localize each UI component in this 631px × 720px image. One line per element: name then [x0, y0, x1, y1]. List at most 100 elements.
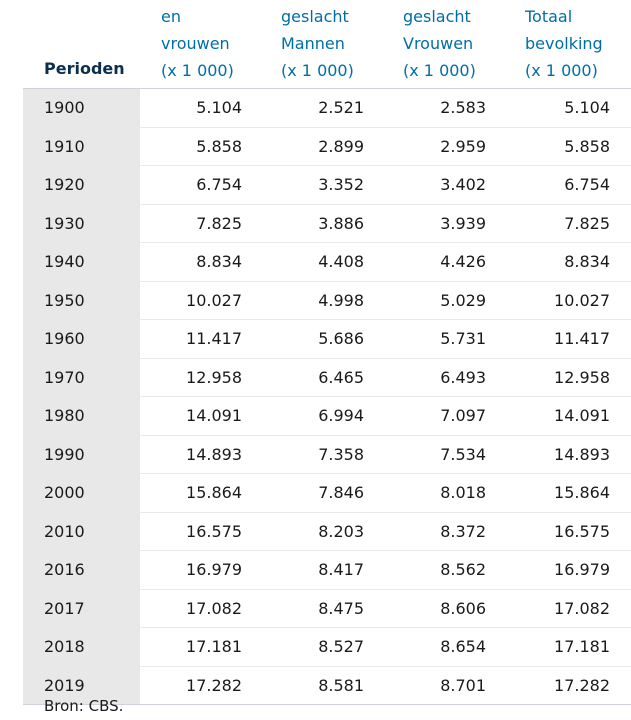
cell-value: 8.562 [440, 560, 486, 580]
header-line: bevolking [525, 34, 603, 53]
table-row: 2017 17.082 8.475 8.606 17.082 [23, 589, 631, 628]
cell-mannen-en-vrouwen: 5.858 [140, 127, 260, 166]
cell-value: 14.893 [186, 444, 242, 464]
table-row: 1940 8.834 4.408 4.426 8.834 [23, 242, 631, 282]
cell-value: 8.701 [440, 675, 486, 695]
cell-vrouwen: 8.018 [382, 473, 504, 513]
source-note: Bron: CBS. [44, 697, 124, 715]
cell-mannen: 6.994 [260, 396, 382, 436]
cell-totaal: 5.858 [504, 127, 631, 166]
cell-value: 17.181 [186, 637, 242, 657]
cell-vrouwen: 5.029 [382, 281, 504, 320]
cell-mannen: 2.521 [260, 88, 382, 128]
header-totaal-bevolking[interactable]: Totaal bevolking (x 1 000) [504, 0, 631, 89]
header-line: Totaal [525, 7, 573, 26]
cell-mannen: 8.527 [260, 627, 382, 667]
cell-periode: 1990 [23, 435, 140, 474]
cell-mannen: 7.846 [260, 473, 382, 513]
cell-mannen-en-vrouwen: 8.834 [140, 242, 260, 282]
cell-vrouwen: 6.493 [382, 358, 504, 397]
cell-value: 8.417 [318, 560, 364, 580]
cell-value: 4.426 [440, 252, 486, 272]
header-unit: (x 1 000) [403, 61, 476, 80]
cell-value: 7.097 [440, 406, 486, 426]
cell-mannen-en-vrouwen: 17.082 [140, 589, 260, 628]
header-mannen-en-vrouwen[interactable]: en vrouwen (x 1 000) [140, 0, 260, 89]
cell-mannen-en-vrouwen: 5.104 [140, 88, 260, 128]
cell-value: 6.465 [318, 367, 364, 387]
cell-mannen: 8.475 [260, 589, 382, 628]
cell-periode: 1960 [23, 319, 140, 359]
cell-mannen-en-vrouwen: 12.958 [140, 358, 260, 397]
cell-vrouwen: 8.701 [382, 666, 504, 705]
cell-value: 3.939 [440, 213, 486, 233]
cell-value: 8.654 [440, 637, 486, 657]
cell-mannen-en-vrouwen: 14.091 [140, 396, 260, 436]
cell-value: 3.352 [318, 175, 364, 195]
header-line: vrouwen [161, 34, 230, 53]
table-row: 2000 15.864 7.846 8.018 15.864 [23, 473, 631, 513]
table-row: 2019 17.282 8.581 8.701 17.282 [23, 666, 631, 705]
cell-value: 11.417 [186, 329, 242, 349]
cell-value: 8.372 [440, 521, 486, 541]
table-row: 1950 10.027 4.998 5.029 10.027 [23, 281, 631, 320]
cell-mannen-en-vrouwen: 15.864 [140, 473, 260, 513]
cell-value: 7.534 [440, 444, 486, 464]
cell-value: 4.998 [318, 290, 364, 310]
cell-vrouwen: 4.426 [382, 242, 504, 282]
cell-totaal: 5.104 [504, 88, 631, 128]
cell-value: 14.893 [554, 444, 610, 464]
cell-totaal: 17.082 [504, 589, 631, 628]
cell-mannen-en-vrouwen: 16.575 [140, 512, 260, 551]
cell-mannen: 2.899 [260, 127, 382, 166]
cell-value: 10.027 [186, 290, 242, 310]
cell-value: 11.417 [554, 329, 610, 349]
cell-mannen: 5.686 [260, 319, 382, 359]
cell-periode: 2010 [23, 512, 140, 551]
cell-value: 6.754 [196, 175, 242, 195]
table-row: 1970 12.958 6.465 6.493 12.958 [23, 358, 631, 397]
cell-value: 5.858 [196, 136, 242, 156]
cell-vrouwen: 2.583 [382, 88, 504, 128]
cell-value: 16.979 [554, 560, 610, 580]
cell-vrouwen: 8.372 [382, 512, 504, 551]
cell-mannen: 3.352 [260, 165, 382, 205]
cell-value: 6.493 [440, 367, 486, 387]
cell-totaal: 17.181 [504, 627, 631, 667]
cell-value: 17.282 [554, 675, 610, 695]
cell-periode: 1900 [23, 88, 140, 128]
cell-periode: 1930 [23, 204, 140, 243]
header-geslacht-vrouwen[interactable]: geslacht Vrouwen (x 1 000) [382, 0, 504, 89]
cell-value: 3.886 [318, 213, 364, 233]
header-line: Vrouwen [403, 34, 474, 53]
header-geslacht-mannen[interactable]: geslacht Mannen (x 1 000) [260, 0, 382, 89]
cell-mannen: 4.998 [260, 281, 382, 320]
header-row: Perioden en vrouwen (x 1 000) geslac [23, 0, 631, 89]
cell-mannen: 3.886 [260, 204, 382, 243]
cell-value: 16.575 [186, 521, 242, 541]
cell-vrouwen: 3.939 [382, 204, 504, 243]
cell-value: 2.583 [440, 98, 486, 118]
cell-totaal: 6.754 [504, 165, 631, 205]
cell-value: 6.994 [318, 406, 364, 426]
header-unit: (x 1 000) [281, 61, 354, 80]
header-perioden[interactable]: Perioden [23, 0, 140, 89]
cell-totaal: 11.417 [504, 319, 631, 359]
table-body: 1900 5.104 2.521 2.583 5.104 1910 5.858 2.899 2.… [23, 88, 631, 705]
table-row: 1900 5.104 2.521 2.583 5.104 [23, 88, 631, 128]
cell-value: 14.091 [554, 406, 610, 426]
cell-mannen-en-vrouwen: 10.027 [140, 281, 260, 320]
cell-totaal: 14.893 [504, 435, 631, 474]
cell-totaal: 7.825 [504, 204, 631, 243]
cell-mannen-en-vrouwen: 17.282 [140, 666, 260, 705]
cell-value: 8.018 [440, 483, 486, 503]
cell-value: 17.082 [186, 598, 242, 618]
header-unit: (x 1 000) [525, 61, 598, 80]
cell-mannen: 8.581 [260, 666, 382, 705]
cell-totaal: 8.834 [504, 242, 631, 282]
cell-periode: 2016 [23, 550, 140, 590]
cell-totaal: 12.958 [504, 358, 631, 397]
cell-periode: 1970 [23, 358, 140, 397]
population-table: Perioden en vrouwen (x 1 000) geslac [23, 0, 631, 705]
cell-mannen: 4.408 [260, 242, 382, 282]
